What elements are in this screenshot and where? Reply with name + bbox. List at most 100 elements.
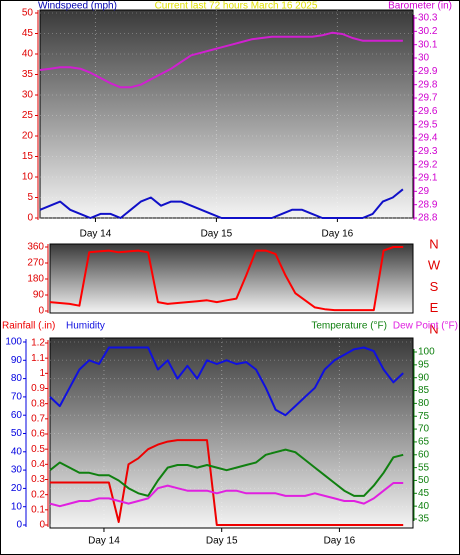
y3-tick-label: 0.6 — [31, 429, 45, 440]
y-2label: Barometer (in) — [388, 1, 452, 12]
y-tick-label: 60 — [11, 410, 23, 421]
series-line — [39, 31, 403, 89]
y-tick-label: 30 — [11, 465, 23, 476]
y2-tick-label: 28.8 — [418, 213, 438, 224]
y-tick-label: 270 — [27, 258, 44, 269]
y2-tick-label: 29.1 — [418, 173, 438, 184]
plot-background — [39, 9, 414, 219]
plot-background — [49, 243, 414, 314]
y-tick-label: 10 — [11, 501, 23, 512]
y-tick-label: 180 — [27, 274, 44, 285]
series-line — [49, 482, 404, 508]
y-tick-label: 5 — [27, 192, 33, 203]
y2-tick-label: 90 — [418, 372, 430, 383]
y-tick-label: 0 — [27, 213, 33, 224]
x-tick-label: Day 15 — [206, 536, 238, 547]
y3-tick-label: 0.3 — [31, 474, 45, 485]
y2-tick-label: 29 — [418, 186, 430, 197]
y-tick-label: 40 — [22, 49, 34, 60]
y2-tick-label: 29.8 — [418, 79, 438, 90]
y3-tick-label: 0 — [39, 520, 45, 531]
y-tick-label: 10 — [22, 172, 34, 183]
y2-tick-label: 95 — [418, 359, 430, 370]
y2-tick-label: 50 — [418, 475, 430, 486]
y-tick-label: 90 — [33, 290, 45, 301]
x-tick-label: Day 14 — [88, 536, 120, 547]
y2-tick-label: 45 — [418, 488, 430, 499]
y2-tick-label: 30.3 — [418, 13, 438, 24]
y-tick-label: 50 — [22, 8, 34, 19]
y2-tick-label: 29.3 — [418, 146, 438, 157]
y3-tick-label: 0.7 — [31, 413, 45, 424]
y2-tick-label: 29.2 — [418, 159, 438, 170]
y-tick-label: 50 — [11, 428, 23, 439]
series-label: Rainfall (.in) — [2, 321, 55, 332]
y-tick-label: 0 — [38, 306, 44, 317]
y3-tick-label: 0.8 — [31, 398, 45, 409]
series-line — [50, 439, 404, 526]
y2-tick-label: 100 — [418, 347, 435, 358]
series-label: Dew Point (°F) — [393, 321, 458, 332]
y-tick-label: 90 — [11, 355, 23, 366]
y3-tick-label: 0.1 — [31, 504, 45, 515]
y3-tick-label: 1 — [39, 368, 45, 379]
y2-tick-label: 30.1 — [418, 39, 438, 50]
y2-tick-label: 29.7 — [418, 93, 438, 104]
y2-tick-label: N — [429, 236, 438, 251]
y2-tick-label: 60 — [418, 449, 430, 460]
y3-tick-label: 0.9 — [31, 383, 45, 394]
y2-tick-label: 80 — [418, 398, 430, 409]
series-label: Temperature (°F) — [311, 321, 387, 332]
y3-tick-label: 1.2 — [31, 338, 45, 349]
y2-tick-label: W — [428, 258, 441, 273]
y-tick-label: 20 — [11, 483, 23, 494]
ylabel: Windspeed (mph) — [38, 1, 117, 12]
y2-tick-label: 35 — [418, 514, 430, 525]
y-tick-label: 80 — [11, 373, 23, 384]
y2-tick-label: S — [430, 279, 439, 294]
series-line — [49, 246, 404, 312]
y-tick-label: 30 — [22, 90, 34, 101]
series-label: Humidity — [66, 321, 105, 332]
y-tick-label: 25 — [22, 110, 34, 121]
y2-tick-label: 29.4 — [418, 133, 438, 144]
y2-tick-label: 75 — [418, 411, 430, 422]
y2-tick-label: 28.9 — [418, 199, 438, 210]
y2-tick-label: 55 — [418, 462, 430, 473]
y2-tick-label: 40 — [418, 501, 430, 512]
y-tick-label: 15 — [22, 151, 34, 162]
y-tick-label: 0 — [16, 520, 22, 531]
y-tick-label: 40 — [11, 446, 23, 457]
plot-background — [49, 337, 414, 529]
y2-tick-label: 29.6 — [418, 106, 438, 117]
y2-tick-label: E — [430, 300, 439, 315]
series-line — [49, 448, 404, 497]
x-tick-label: Day 16 — [322, 229, 354, 240]
y2-tick-label: 29.5 — [418, 119, 438, 130]
y3-tick-label: 0.5 — [31, 444, 45, 455]
y-tick-label: 360 — [27, 242, 44, 253]
x-tick-label: Day 15 — [201, 229, 233, 240]
y2-tick-label: 65 — [418, 437, 430, 448]
y-tick-label: 20 — [22, 131, 34, 142]
y2-tick-label: 85 — [418, 385, 430, 396]
y2-tick-label: 30 — [418, 53, 430, 64]
y2-tick-label: 70 — [418, 424, 430, 435]
y3-tick-label: 0.4 — [31, 459, 45, 470]
series-line — [39, 188, 404, 219]
title: Current last 72 hours March 16 2025 — [155, 1, 318, 12]
y3-tick-label: 0.2 — [31, 489, 45, 500]
y2-tick-label: 29.9 — [418, 66, 438, 77]
x-tick-label: Day 14 — [80, 229, 112, 240]
x-tick-label: Day 16 — [324, 536, 356, 547]
y-tick-label: 45 — [22, 28, 34, 39]
y-tick-label: 35 — [22, 69, 34, 80]
y2-tick-label: 30.2 — [418, 26, 438, 37]
series-line — [49, 346, 404, 417]
y-tick-label: 100 — [5, 337, 22, 348]
y2-tick-label: N — [429, 321, 438, 336]
y3-tick-label: 1.1 — [31, 353, 45, 364]
y-tick-label: 70 — [11, 392, 23, 403]
